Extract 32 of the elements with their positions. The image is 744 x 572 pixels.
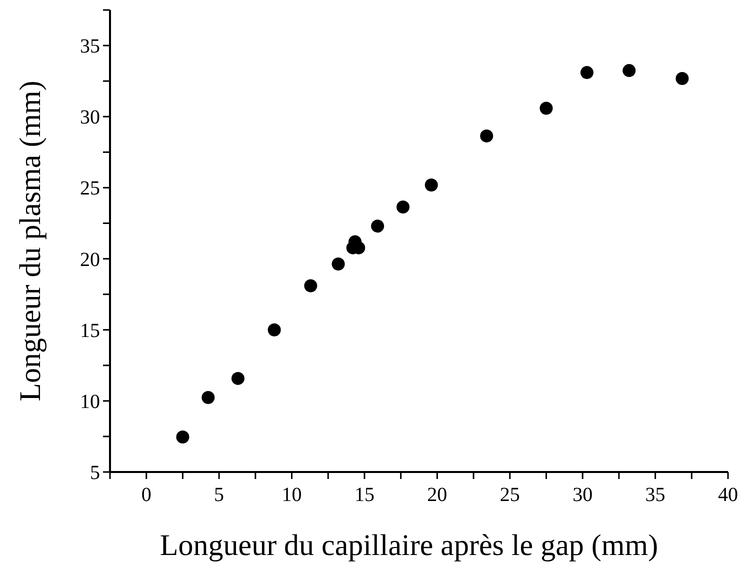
y-tick-label: 5 [90, 462, 100, 484]
point [396, 200, 410, 214]
y-axis-title: Longueur du plasma (mm) [14, 80, 47, 402]
y-tick-label: 10 [80, 390, 100, 413]
point [304, 279, 318, 292]
point [540, 102, 553, 115]
point [332, 258, 345, 271]
point [231, 372, 244, 385]
x-axis-title: Longueur du capillaire après le gap (mm) [160, 529, 658, 562]
x-tick-label: 40 [718, 484, 738, 506]
x-tick-label: 5 [214, 484, 224, 506]
point [371, 220, 384, 233]
x-tick-label: 15 [354, 484, 374, 506]
y-tick-label: 25 [80, 178, 100, 200]
point [480, 129, 494, 142]
y-tick-label: 20 [80, 248, 100, 271]
y-tick-label: 35 [80, 36, 100, 58]
point [622, 64, 636, 78]
point [580, 66, 594, 80]
y-tick-label: 15 [80, 320, 100, 342]
x-tick-label: 0 [141, 484, 152, 506]
x-tick-label: 20 [427, 484, 448, 506]
x-tick-label: 35 [645, 484, 666, 506]
point [676, 72, 689, 86]
point [202, 391, 215, 404]
point [176, 430, 190, 444]
y-tick-label: 30 [80, 106, 100, 129]
x-tick-label: 25 [500, 484, 520, 506]
x-tick-label: 10 [282, 484, 302, 506]
point [268, 323, 281, 336]
x-tick-label: 30 [572, 484, 593, 506]
point [424, 178, 438, 192]
